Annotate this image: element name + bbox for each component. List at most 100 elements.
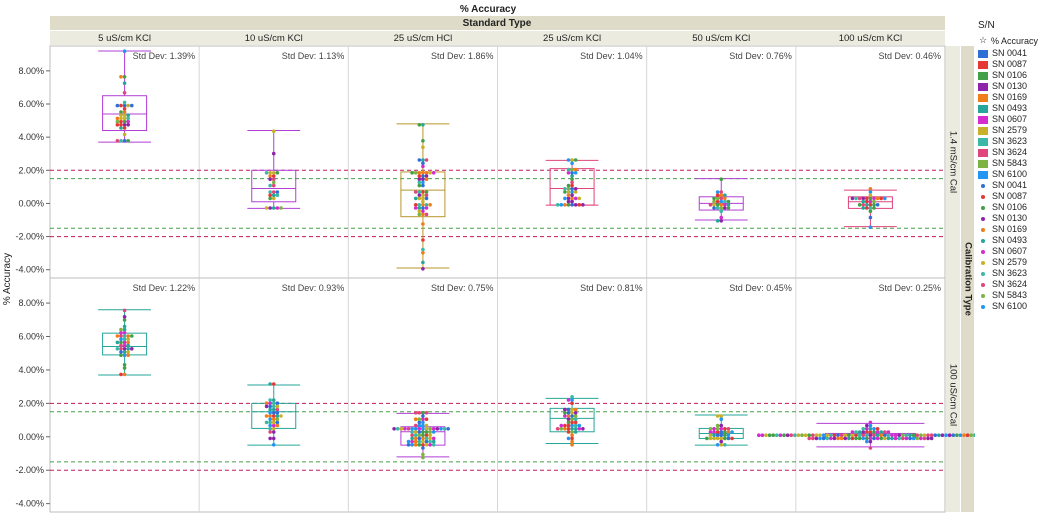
- legend-box-item[interactable]: SN 3624: [978, 147, 1050, 158]
- data-point: [563, 196, 567, 201]
- data-point: [413, 439, 418, 444]
- data-point: [875, 196, 880, 201]
- data-point: [424, 427, 429, 431]
- legend-swatch: [978, 71, 988, 80]
- data-point: [421, 190, 425, 194]
- legend-swatch: [978, 104, 988, 113]
- data-point: [268, 411, 272, 415]
- data-point: [122, 347, 127, 351]
- data-point: [271, 206, 276, 210]
- data-point: [126, 350, 130, 354]
- data-point: [424, 177, 429, 181]
- data-point: [421, 436, 425, 441]
- data-point: [807, 433, 812, 438]
- data-point: [424, 411, 429, 415]
- legend-box-item[interactable]: SN 0607: [978, 114, 1050, 125]
- data-point: [421, 411, 425, 415]
- legend-point-item[interactable]: SN 0041: [978, 180, 1050, 191]
- row-header-label: 100 uS/cm Cal: [947, 364, 958, 426]
- legend-box-item[interactable]: SN 0493: [978, 103, 1050, 114]
- data-point: [421, 443, 425, 447]
- data-point: [811, 436, 815, 441]
- data-point: [857, 430, 862, 434]
- data-point: [417, 171, 422, 175]
- data-point: [886, 430, 891, 434]
- data-point: [406, 443, 411, 447]
- column-header-label: 25 uS/cm HCl: [394, 33, 453, 44]
- data-point: [570, 401, 574, 406]
- legend-box-item[interactable]: SN 6100: [978, 169, 1050, 180]
- data-point: [126, 353, 130, 358]
- data-point: [268, 407, 272, 412]
- data-point: [854, 430, 858, 434]
- legend-swatch: [978, 170, 988, 179]
- data-point: [563, 187, 567, 191]
- legend-box-item[interactable]: SN 0106: [978, 70, 1050, 81]
- data-point: [421, 209, 425, 213]
- data-point: [559, 423, 564, 428]
- legend-point-item[interactable]: SN 2579: [978, 257, 1050, 268]
- data-point: [417, 174, 422, 178]
- row-group-title: Calibration Type: [962, 242, 973, 316]
- data-point: [865, 423, 869, 428]
- legend-point-item[interactable]: SN 3624: [978, 279, 1050, 290]
- legend-swatch: [978, 49, 988, 58]
- data-point: [122, 139, 127, 143]
- legend-box-item[interactable]: SN 0041: [978, 48, 1050, 59]
- y-tick-label: 2.00%: [18, 165, 44, 175]
- data-point: [115, 116, 120, 121]
- data-point: [764, 433, 768, 438]
- data-point: [807, 436, 812, 441]
- y-tick-label: 8.00%: [18, 66, 44, 76]
- legend-point-item[interactable]: SN 0087: [978, 191, 1050, 202]
- data-point: [439, 427, 443, 431]
- legend-box-item[interactable]: SN 3623: [978, 136, 1050, 147]
- legend: S/N ☆ % Accuracy SN 0041 SN 0087 SN 0106 SN…: [978, 20, 1050, 312]
- row-header-bg: [946, 46, 960, 512]
- data-point: [868, 436, 873, 441]
- data-point: [129, 103, 134, 108]
- data-point: [944, 433, 948, 438]
- data-point: [577, 423, 582, 428]
- legend-box-item[interactable]: SN 2579: [978, 125, 1050, 136]
- y-tick-label: -4.00%: [15, 265, 44, 275]
- data-point: [122, 107, 127, 111]
- data-point: [428, 203, 432, 207]
- legend-box-item[interactable]: SN 5843: [978, 158, 1050, 169]
- data-point: [890, 436, 894, 441]
- data-point: [566, 167, 571, 172]
- data-point: [119, 331, 123, 335]
- data-point: [712, 430, 716, 434]
- data-point: [570, 174, 574, 178]
- legend-label: SN 0041: [992, 180, 1028, 190]
- legend-point-item[interactable]: SN 0493: [978, 235, 1050, 246]
- legend-point-item[interactable]: SN 6100: [978, 301, 1050, 312]
- legend-box-item[interactable]: SN 0169: [978, 92, 1050, 103]
- data-point: [268, 420, 272, 425]
- legend-point-item[interactable]: SN 0169: [978, 224, 1050, 235]
- data-point: [446, 427, 450, 431]
- data-point: [122, 75, 127, 79]
- data-point: [947, 433, 952, 438]
- std-dev-label: Std Dev: 0.75%: [431, 283, 494, 293]
- legend-point-item[interactable]: SN 0130: [978, 213, 1050, 224]
- data-point: [417, 180, 422, 185]
- data-point: [821, 436, 826, 441]
- data-point: [850, 430, 855, 434]
- legend-point-item[interactable]: SN 0607: [978, 246, 1050, 257]
- data-point: [421, 139, 425, 143]
- legend-box-item[interactable]: SN 0130: [978, 81, 1050, 92]
- data-point: [428, 171, 432, 175]
- legend-point-item[interactable]: SN 5843: [978, 290, 1050, 301]
- data-point: [857, 203, 862, 207]
- row-group-header-bg: [961, 46, 974, 512]
- data-point: [271, 183, 276, 188]
- data-point: [818, 436, 822, 441]
- legend-point-item[interactable]: SN 0106: [978, 202, 1050, 213]
- data-point: [417, 430, 422, 434]
- legend-point-item[interactable]: SN 3623: [978, 268, 1050, 279]
- data-point: [424, 196, 429, 201]
- data-point: [719, 193, 724, 197]
- data-point: [417, 183, 422, 188]
- legend-box-item[interactable]: SN 0087: [978, 59, 1050, 70]
